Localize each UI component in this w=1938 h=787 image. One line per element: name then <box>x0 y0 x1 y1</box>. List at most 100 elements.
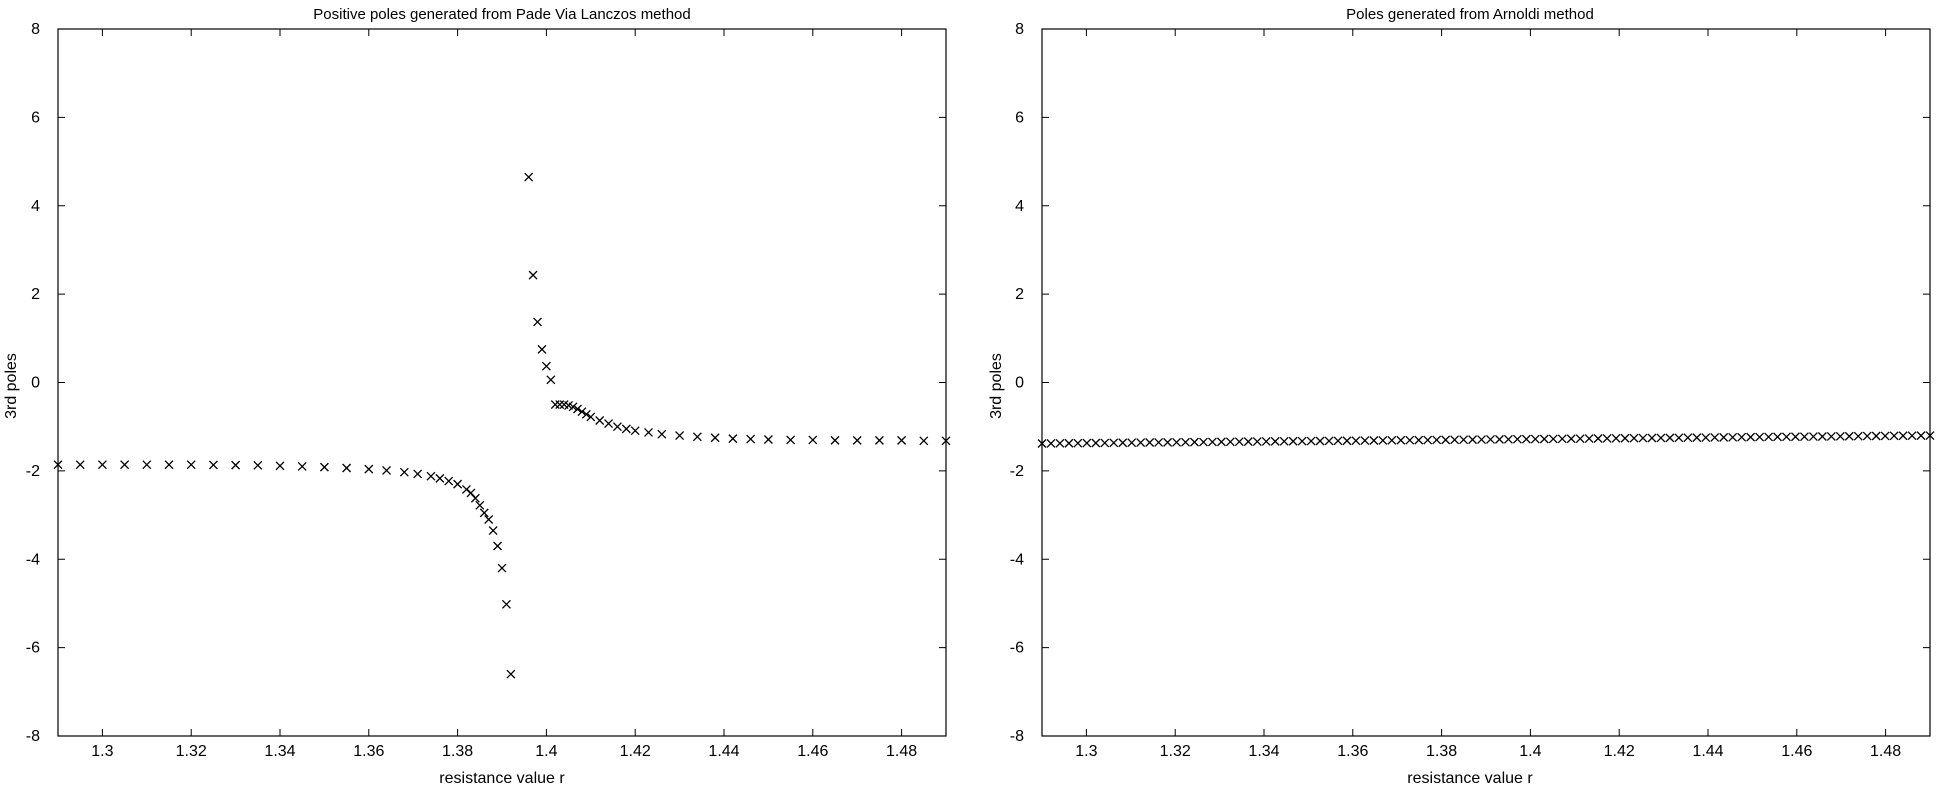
data-point <box>1692 433 1702 443</box>
y-tick-label: 0 <box>31 375 40 392</box>
data-point <box>1450 435 1460 445</box>
data-point <box>1396 435 1406 445</box>
x-tick: 1.32 <box>176 29 207 760</box>
data-point <box>586 412 596 422</box>
data-point <box>1288 436 1298 446</box>
y-tick: 2 <box>31 286 946 303</box>
data-point <box>1414 435 1424 445</box>
data-point <box>1728 432 1738 442</box>
data-point <box>120 460 130 470</box>
plot-area <box>1041 28 1931 737</box>
x-tick-label: 1.42 <box>1604 743 1635 760</box>
axis-ticks: 1.3 1.32 1.34 1.36 1.38 1.4 1.42 1.44 1.46 1.48 -8… <box>26 21 946 760</box>
data-point <box>1916 431 1926 441</box>
x-tick: 1.3 <box>91 29 114 760</box>
x-tick: 1.42 <box>620 29 651 760</box>
data-point <box>1853 431 1863 441</box>
data-point <box>1611 433 1621 443</box>
y-tick: 2 <box>1015 286 1930 303</box>
x-tick: 1.44 <box>708 29 740 760</box>
y-tick-label: -8 <box>1010 728 1024 745</box>
x-tick: 1.38 <box>442 29 473 760</box>
data-point <box>710 433 720 443</box>
data-point <box>595 416 605 425</box>
data-point <box>1494 434 1504 444</box>
data-point <box>364 464 374 474</box>
y-tick: 8 <box>1015 21 1930 38</box>
data-point <box>1333 436 1343 446</box>
data-point <box>1423 435 1433 445</box>
data-point <box>275 461 285 471</box>
data-point <box>746 434 756 444</box>
y-tick: -2 <box>1010 463 1930 480</box>
data-point <box>657 429 667 439</box>
data-point <box>1351 436 1361 446</box>
data-point <box>1826 431 1836 441</box>
data-point <box>488 526 498 535</box>
data-point <box>533 317 542 327</box>
data-point <box>1225 437 1235 447</box>
data-point <box>1387 435 1397 445</box>
x-tick-label: 1.3 <box>91 743 113 760</box>
x-tick-label: 1.4 <box>1519 743 1541 760</box>
y-tick-label: 2 <box>1015 286 1024 303</box>
data-point <box>830 435 840 445</box>
data-point <box>1046 438 1056 448</box>
data-point <box>1557 434 1567 444</box>
data-point <box>484 515 494 524</box>
data-point <box>1620 433 1630 443</box>
y-tick-label: -4 <box>1010 551 1024 568</box>
y-tick-label: -4 <box>26 551 40 568</box>
data-point <box>1297 436 1307 446</box>
x-tick: 1.36 <box>1337 29 1368 760</box>
data-point <box>612 422 622 432</box>
data-point <box>164 460 174 470</box>
y-tick-label: 6 <box>1015 109 1024 126</box>
y-tick: 8 <box>31 21 946 38</box>
x-tick-label: 1.38 <box>442 743 473 760</box>
data-point <box>501 599 511 609</box>
data-point <box>1656 433 1666 443</box>
x-tick: 1.46 <box>1781 29 1812 760</box>
data-point <box>1683 433 1693 443</box>
data-point <box>1512 434 1522 444</box>
x-tick-label: 1.34 <box>264 743 295 760</box>
data-point <box>1118 438 1128 448</box>
data-point <box>692 432 702 442</box>
data-point <box>1764 432 1774 442</box>
data-point <box>808 435 818 445</box>
data-point <box>493 541 503 551</box>
data-point <box>97 460 107 470</box>
data-point <box>1207 437 1217 447</box>
data-point <box>1889 431 1899 441</box>
data-point <box>382 465 392 475</box>
data-point <box>1880 431 1890 441</box>
data-point <box>426 471 436 481</box>
chart-title: Positive poles generated from Pade Via L… <box>313 6 690 23</box>
data-point <box>1674 433 1684 443</box>
x-axis-label: resistance value r <box>1407 770 1533 787</box>
axis-ticks: 1.3 1.32 1.34 1.36 1.38 1.4 1.42 1.44 1.46 1.48 -8… <box>1010 21 1930 760</box>
data-point <box>1324 436 1334 446</box>
data-points <box>53 172 951 679</box>
data-point <box>1216 437 1226 447</box>
data-point <box>1782 432 1791 442</box>
data-point <box>470 493 480 503</box>
data-point <box>53 460 63 470</box>
data-point <box>1799 432 1809 442</box>
data-point <box>621 424 631 434</box>
y-tick-label: 4 <box>1015 198 1024 215</box>
data-point <box>453 479 463 489</box>
y-tick: -6 <box>1010 640 1930 657</box>
x-tick: 1.42 <box>1604 29 1635 760</box>
data-point <box>1154 437 1164 447</box>
data-point <box>1844 431 1854 441</box>
x-tick-label: 1.32 <box>176 743 207 760</box>
data-point <box>524 172 534 182</box>
x-tick: 1.32 <box>1160 29 1191 760</box>
x-axis-label: resistance value r <box>439 770 565 787</box>
data-point <box>1145 438 1155 447</box>
data-point <box>1548 434 1558 444</box>
y-tick-label: 0 <box>1015 375 1024 392</box>
